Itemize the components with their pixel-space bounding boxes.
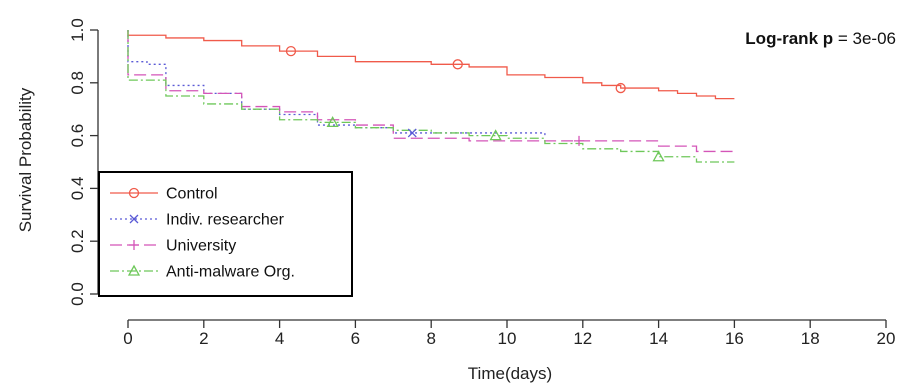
censor-marker-0	[452, 59, 463, 70]
censor-marker-0	[285, 45, 297, 57]
x-tick-label: 8	[426, 329, 435, 348]
y-tick-label: 0.4	[68, 177, 87, 201]
y-tick-label: 0.8	[68, 71, 87, 95]
censor-marker-3	[489, 129, 502, 141]
survival-curves	[127, 30, 735, 163]
curve-0	[127, 30, 735, 100]
censor-marker-0	[615, 82, 626, 94]
annotation-bold-part: Log-rank p	[745, 29, 833, 48]
x-tick-label: 0	[123, 329, 132, 348]
x-tick-label: 16	[725, 329, 744, 348]
y-tick-label: 0.6	[68, 124, 87, 148]
x-tick-label: 14	[649, 329, 668, 348]
curve-2	[127, 30, 735, 153]
legend-label-2: University	[166, 238, 236, 255]
legend-marker-3	[127, 264, 141, 276]
x-tick-label: 20	[877, 329, 896, 348]
legend-label-0: Control	[166, 186, 218, 203]
y-axis-title: Survival Probability	[16, 87, 35, 232]
y-tick-label: 0.2	[68, 229, 87, 253]
censor-markers	[285, 45, 665, 162]
y-tick-label: 1.0	[68, 18, 87, 42]
censor-marker-3	[652, 150, 665, 162]
legend: Control Indiv. researcher University Anti-m…	[98, 171, 353, 297]
x-tick-label: 2	[199, 329, 208, 348]
x-tick-label: 10	[498, 329, 517, 348]
axes: 0 2 4 6 8 10 12 14 16 18 20 0.0 0.2 0.4 0.6 0.8 1.0	[68, 18, 896, 348]
legend-label-1: Indiv. researcher	[166, 212, 285, 229]
x-tick-label: 12	[573, 329, 592, 348]
legend-marker-0	[128, 187, 140, 199]
legend-label-3: Anti-malware Org.	[166, 264, 295, 281]
legend-marker-1	[129, 214, 139, 224]
annotation-logrank: Log-rank p = 3e-06	[745, 29, 896, 48]
censor-marker-1	[407, 128, 417, 138]
y-tick-label: 0.0	[68, 282, 87, 306]
curve-3	[127, 30, 735, 163]
x-axis-title: Time(days)	[468, 364, 552, 383]
censor-marker-2	[574, 135, 585, 146]
legend-marker-2	[129, 240, 139, 250]
annotation-value-part: = 3e-06	[833, 29, 896, 48]
x-tick-label: 18	[801, 329, 820, 348]
x-tick-label: 6	[351, 329, 360, 348]
censor-marker-3	[326, 116, 339, 128]
x-tick-label: 4	[275, 329, 284, 348]
